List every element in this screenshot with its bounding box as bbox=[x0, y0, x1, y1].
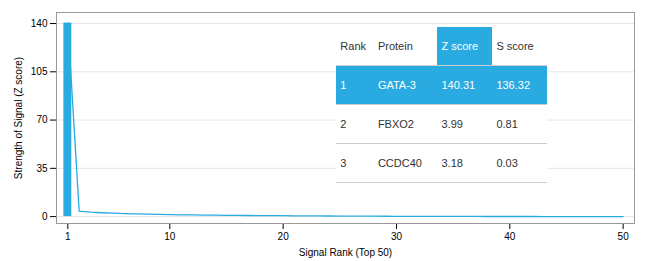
svg-text:35: 35 bbox=[36, 163, 48, 174]
svg-text:105: 105 bbox=[31, 66, 48, 77]
html-text:3.18: 3.18 bbox=[441, 157, 463, 170]
html-text:3.99: 3.99 bbox=[441, 118, 463, 131]
html-text:0.03: 0.03 bbox=[496, 157, 518, 170]
html-text:Rank: Rank bbox=[340, 40, 366, 52]
html-text:3: 3 bbox=[340, 157, 347, 170]
html-text:GATA-3: GATA-3 bbox=[377, 79, 416, 92]
svg-text:50: 50 bbox=[618, 231, 630, 242]
html-text:Z score: Z score bbox=[441, 40, 479, 52]
html-text:140.31: 140.31 bbox=[441, 79, 476, 92]
html-text:1: 1 bbox=[340, 79, 347, 92]
html-text:FBXO2: FBXO2 bbox=[377, 118, 414, 131]
svg-text:70: 70 bbox=[36, 114, 48, 125]
html-text:136.32: 136.32 bbox=[496, 79, 530, 92]
svg-text:Strength of Signal (Z score): Strength of Signal (Z score) bbox=[13, 57, 24, 179]
svg-text:1: 1 bbox=[65, 231, 71, 242]
svg-text:140: 140 bbox=[31, 18, 48, 29]
html-text:2: 2 bbox=[340, 118, 347, 131]
svg-text:30: 30 bbox=[391, 231, 403, 242]
svg-text:40: 40 bbox=[504, 231, 516, 242]
svg-text:Signal Rank (Top 50): Signal Rank (Top 50) bbox=[299, 247, 392, 258]
svg-text:20: 20 bbox=[278, 231, 290, 242]
html-text:Protein: Protein bbox=[377, 40, 413, 52]
html-text:S score: S score bbox=[496, 40, 534, 52]
html-text:CCDC40: CCDC40 bbox=[377, 157, 422, 170]
svg-text:10: 10 bbox=[164, 231, 176, 242]
svg-text:0: 0 bbox=[42, 211, 48, 222]
html-text:0.81: 0.81 bbox=[496, 118, 518, 131]
